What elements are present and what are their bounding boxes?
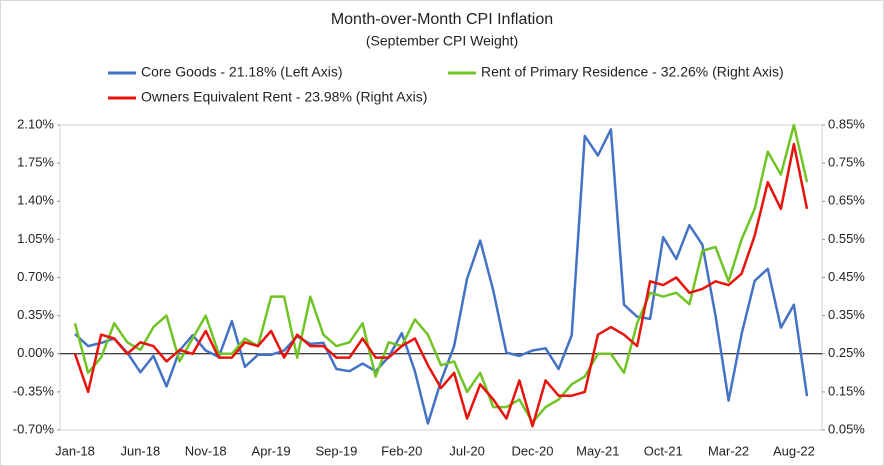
y2-tick-label: 0.45% (828, 269, 865, 284)
x-tick-label: Dec-20 (512, 443, 554, 458)
y-tick-label: -0.70% (13, 421, 55, 436)
x-tick-label: Feb-20 (381, 443, 422, 458)
legend-label: Owners Equivalent Rent - 23.98% (Right A… (141, 89, 427, 105)
x-tick-label: Nov-18 (185, 443, 227, 458)
x-tick-label: May-21 (576, 443, 619, 458)
y2-tick-label: 0.85% (828, 116, 865, 131)
y-tick-label: -0.35% (13, 383, 55, 398)
y-tick-label: 0.35% (17, 307, 54, 322)
x-tick-label: Apr-19 (252, 443, 291, 458)
y-tick-label: 0.00% (17, 345, 54, 360)
series-line (73, 142, 809, 428)
chart-subtitle: (September CPI Weight) (366, 33, 518, 49)
legend-label: Core Goods - 21.18% (Left Axis) (141, 64, 343, 80)
y2-tick-label: 0.65% (828, 193, 865, 208)
legend-label: Rent of Primary Residence - 32.26% (Righ… (481, 64, 784, 80)
series-line (74, 128, 809, 425)
x-tick-label: Oct-21 (644, 443, 683, 458)
x-tick-label: Mar-22 (708, 443, 749, 458)
y-tick-label: 1.40% (17, 193, 54, 208)
x-tick-label: Jan-18 (55, 443, 95, 458)
y-tick-label: 2.10% (17, 116, 54, 131)
y2-tick-label: 0.55% (828, 231, 865, 246)
y2-tick-label: 0.25% (828, 345, 865, 360)
y2-tick-label: 0.05% (828, 421, 865, 436)
x-tick-label: Aug-22 (773, 443, 815, 458)
y2-tick-label: 0.15% (828, 383, 865, 398)
chart-title: Month-over-Month CPI Inflation (331, 11, 553, 28)
series-line (73, 123, 809, 424)
y2-tick-label: 0.75% (828, 155, 865, 170)
y2-tick-label: 0.35% (828, 307, 865, 322)
x-tick-label: Jul-20 (449, 443, 484, 458)
x-tick-label: Sep-19 (315, 443, 357, 458)
x-tick-label: Jun-18 (120, 443, 160, 458)
y-tick-label: 0.70% (17, 269, 54, 284)
y-tick-label: 1.05% (17, 231, 54, 246)
y-tick-label: 1.75% (17, 155, 54, 170)
